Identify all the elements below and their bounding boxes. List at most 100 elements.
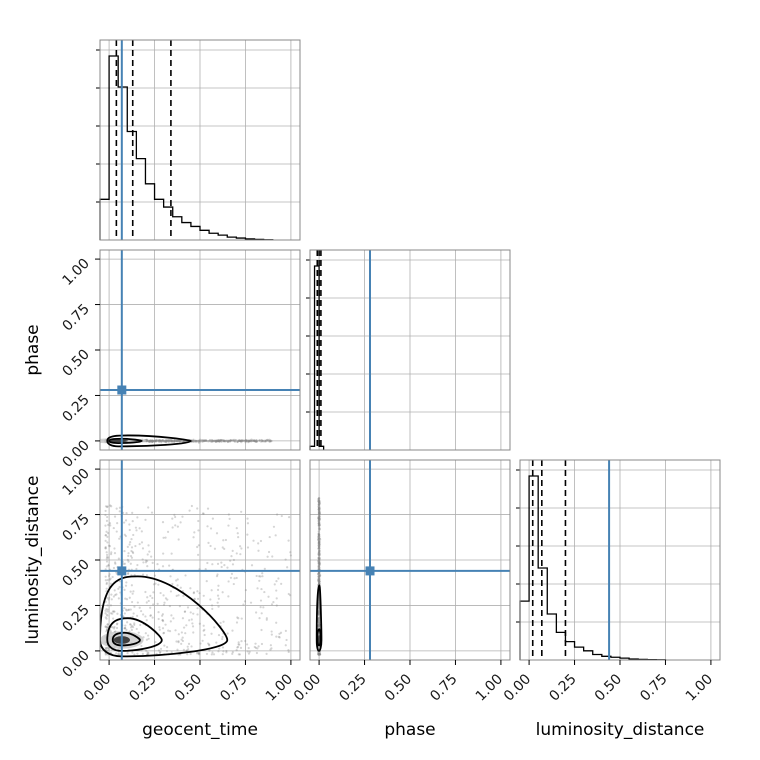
scatter-point (318, 571, 321, 574)
scatter-point (317, 496, 321, 500)
scatter-point (238, 653, 242, 656)
x-axis-title-phase: phase (384, 720, 435, 740)
scatter-point (129, 608, 132, 611)
scatter-point (317, 501, 321, 504)
scatter-point (261, 575, 264, 578)
scatter-point (318, 561, 321, 564)
panel-luminosity_distance-luminosity_distance (516, 459, 721, 661)
scatter-point (318, 517, 321, 521)
scatter-point (223, 564, 226, 567)
scatter-point (148, 439, 152, 442)
scatter-point (317, 546, 321, 550)
scatter-point (159, 439, 162, 443)
scatter-point (231, 650, 234, 654)
scatter-point (318, 579, 321, 582)
scatter-point (105, 628, 108, 632)
scatter-point (152, 603, 155, 606)
scatter-point (145, 574, 149, 577)
scatter-point (318, 542, 321, 545)
scatter-point (180, 638, 183, 641)
scatter-point (161, 439, 164, 442)
scatter-point (218, 439, 221, 442)
scatter-point (151, 596, 154, 600)
scatter-point (226, 440, 230, 443)
scatter-point (318, 652, 321, 656)
scatter-point (225, 439, 228, 442)
scatter-point (153, 440, 157, 443)
scatter-point (317, 499, 320, 502)
scatter-point (123, 612, 126, 615)
truth-marker (117, 385, 127, 395)
scatter-point (172, 439, 176, 442)
scatter-point (231, 549, 234, 552)
scatter-point (186, 645, 189, 648)
scatter-point (254, 440, 257, 443)
scatter-point (242, 439, 245, 442)
scatter-point (170, 439, 174, 442)
scatter-point (318, 619, 321, 622)
scatter-point (177, 538, 180, 541)
scatter-point (151, 440, 154, 443)
scatter-point (161, 618, 164, 622)
scatter-point (104, 539, 107, 542)
scatter-point (152, 439, 155, 442)
scatter-point (164, 441, 168, 444)
scatter-point (250, 439, 253, 442)
scatter-point (203, 439, 206, 442)
scatter-point (239, 439, 243, 443)
scatter-point (249, 440, 252, 443)
scatter-point (131, 651, 134, 654)
scatter-point (223, 547, 226, 550)
scatter-point (260, 628, 263, 632)
scatter-point (148, 440, 151, 443)
scatter-point (171, 440, 174, 443)
scatter-point (245, 439, 248, 442)
scatter-point (151, 439, 154, 443)
scatter-point (118, 537, 121, 540)
contour-line (108, 437, 143, 444)
scatter-point (317, 581, 321, 584)
scatter-point (213, 547, 217, 550)
scatter-point (176, 578, 179, 581)
scatter-point (159, 647, 163, 650)
scatter-point (318, 617, 321, 620)
scatter-point (317, 618, 320, 621)
scatter-point (317, 509, 321, 512)
scatter-point (161, 565, 165, 568)
scatter-point (157, 611, 160, 614)
scatter-point (131, 511, 134, 514)
scatter-point (264, 440, 267, 443)
scatter-point (217, 650, 220, 653)
scatter-point (104, 609, 107, 612)
scatter-point (123, 521, 126, 524)
scatter-point (127, 554, 130, 558)
scatter-point (104, 646, 107, 650)
contour-line (106, 434, 192, 448)
scatter-point (317, 653, 320, 656)
scatter-point (235, 621, 239, 624)
scatter-point (250, 438, 253, 441)
scatter-point (167, 629, 170, 632)
scatter-point (153, 440, 156, 443)
scatter-point (126, 545, 129, 548)
scatter-point (218, 440, 221, 443)
scatter-point (284, 644, 287, 647)
scatter-point (202, 512, 205, 515)
scatter-point (215, 439, 218, 443)
scatter-point (318, 582, 321, 585)
scatter-point (317, 498, 320, 501)
scatter-point (173, 439, 176, 442)
scatter-point (215, 574, 219, 578)
scatter-point (109, 504, 112, 507)
scatter-point (197, 439, 200, 442)
scatter-point (172, 440, 175, 443)
scatter-point (195, 652, 199, 655)
scatter-point (207, 440, 210, 443)
scatter-point (318, 653, 321, 656)
scatter-point (151, 561, 154, 565)
scatter-point (318, 514, 321, 517)
scatter-point (198, 439, 201, 442)
scatter-point (318, 567, 321, 570)
y-tick-label: 0.50 (59, 347, 92, 380)
scatter-point (176, 525, 179, 528)
